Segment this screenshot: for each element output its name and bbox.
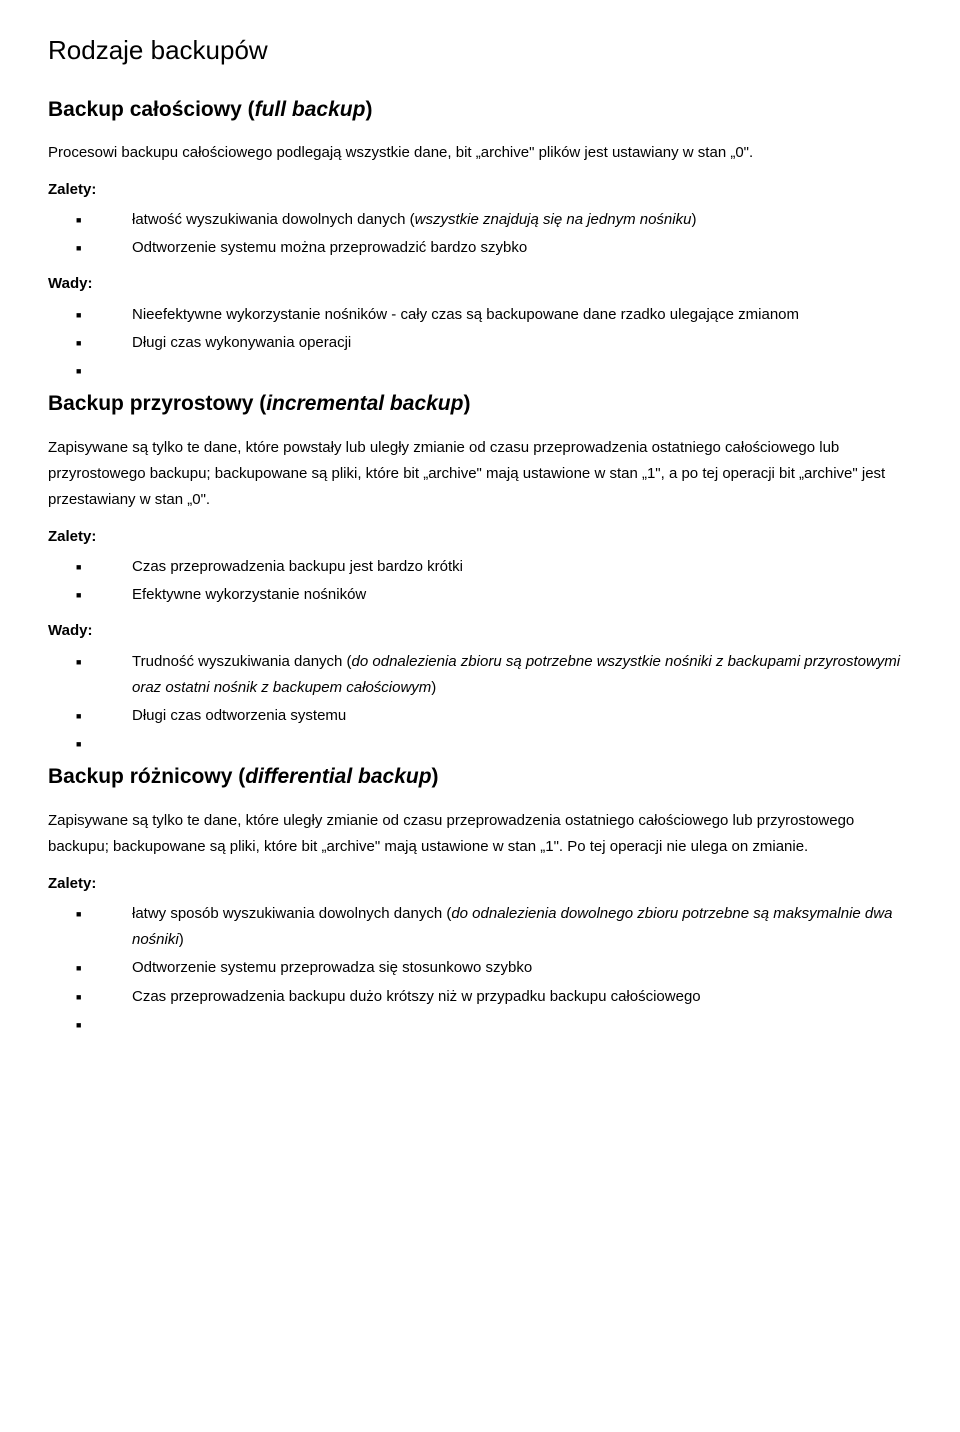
zalety-text: łatwy sposób wyszukiwania dowolnych dany… <box>132 905 451 922</box>
wady-text-post: ) <box>431 679 436 696</box>
wady-text: Nieefektywne wykorzystanie nośników - ca… <box>132 306 799 323</box>
heading-text: Backup całościowy ( <box>48 98 255 121</box>
heading-text-post: ) <box>432 765 439 788</box>
section-intro: Zapisywane są tylko te dane, które uległ… <box>48 808 912 861</box>
wady-item: Trudność wyszukiwania danych (do odnalez… <box>76 649 912 702</box>
section-intro: Procesowi backupu całościowego podlegają… <box>48 140 912 166</box>
zalety-text: Czas przeprowadzenia backupu jest bardzo… <box>132 558 463 575</box>
zalety-list: łatwość wyszukiwania dowolnych danych (w… <box>48 207 912 262</box>
zalety-item <box>76 1012 912 1030</box>
zalety-list: łatwy sposób wyszukiwania dowolnych dany… <box>48 901 912 1030</box>
wady-item: Długi czas wykonywania operacji <box>76 330 912 356</box>
zalety-text-post: ) <box>691 211 696 228</box>
section-heading: Backup przyrostowy (incremental backup) <box>48 386 912 423</box>
wady-text: Trudność wyszukiwania danych ( <box>132 653 352 670</box>
heading-italic: differential backup <box>245 765 431 788</box>
zalety-label: Zalety: <box>48 177 912 203</box>
heading-text: Backup przyrostowy ( <box>48 392 266 415</box>
wady-list: Nieefektywne wykorzystanie nośników - ca… <box>48 302 912 377</box>
zalety-item: łatwość wyszukiwania dowolnych danych (w… <box>76 207 912 233</box>
page-title: Rodzaje backupów <box>48 28 912 74</box>
document-page: Rodzaje backupów Backup całościowy (full… <box>0 0 960 1432</box>
wady-label: Wady: <box>48 271 912 297</box>
zalety-text-post: ) <box>179 931 184 948</box>
zalety-item: Efektywne wykorzystanie nośników <box>76 582 912 608</box>
zalety-item: Czas przeprowadzenia backupu jest bardzo… <box>76 554 912 580</box>
wady-list: Trudność wyszukiwania danych (do odnalez… <box>48 649 912 750</box>
zalety-label: Zalety: <box>48 871 912 897</box>
section-heading: Backup różnicowy (differential backup) <box>48 759 912 796</box>
zalety-italic: wszystkie znajdują się na jednym nośniku <box>415 211 692 228</box>
wady-item: Długi czas odtworzenia systemu <box>76 703 912 729</box>
section-intro: Zapisywane są tylko te dane, które powst… <box>48 435 912 514</box>
section-heading: Backup całościowy (full backup) <box>48 92 912 129</box>
zalety-text: Odtworzenie systemu przeprowadza się sto… <box>132 959 532 976</box>
heading-italic: full backup <box>255 98 366 121</box>
wady-label: Wady: <box>48 618 912 644</box>
zalety-text: Czas przeprowadzenia backupu dużo krótsz… <box>132 988 701 1005</box>
wady-item: Nieefektywne wykorzystanie nośników - ca… <box>76 302 912 328</box>
zalety-item: Odtworzenie systemu można przeprowadzić … <box>76 235 912 261</box>
wady-item <box>76 358 912 376</box>
wady-text: Długi czas wykonywania operacji <box>132 334 351 351</box>
zalety-item: Czas przeprowadzenia backupu dużo krótsz… <box>76 984 912 1010</box>
zalety-text: Odtworzenie systemu można przeprowadzić … <box>132 239 527 256</box>
zalety-list: Czas przeprowadzenia backupu jest bardzo… <box>48 554 912 609</box>
wady-text: Długi czas odtworzenia systemu <box>132 707 346 724</box>
zalety-item: łatwy sposób wyszukiwania dowolnych dany… <box>76 901 912 954</box>
wady-item <box>76 731 912 749</box>
zalety-item: Odtworzenie systemu przeprowadza się sto… <box>76 955 912 981</box>
zalety-text: łatwość wyszukiwania dowolnych danych ( <box>132 211 415 228</box>
zalety-text: Efektywne wykorzystanie nośników <box>132 586 366 603</box>
heading-text: Backup różnicowy ( <box>48 765 245 788</box>
heading-text-post: ) <box>463 392 470 415</box>
heading-text-post: ) <box>365 98 372 121</box>
heading-italic: incremental backup <box>266 392 463 415</box>
zalety-label: Zalety: <box>48 524 912 550</box>
